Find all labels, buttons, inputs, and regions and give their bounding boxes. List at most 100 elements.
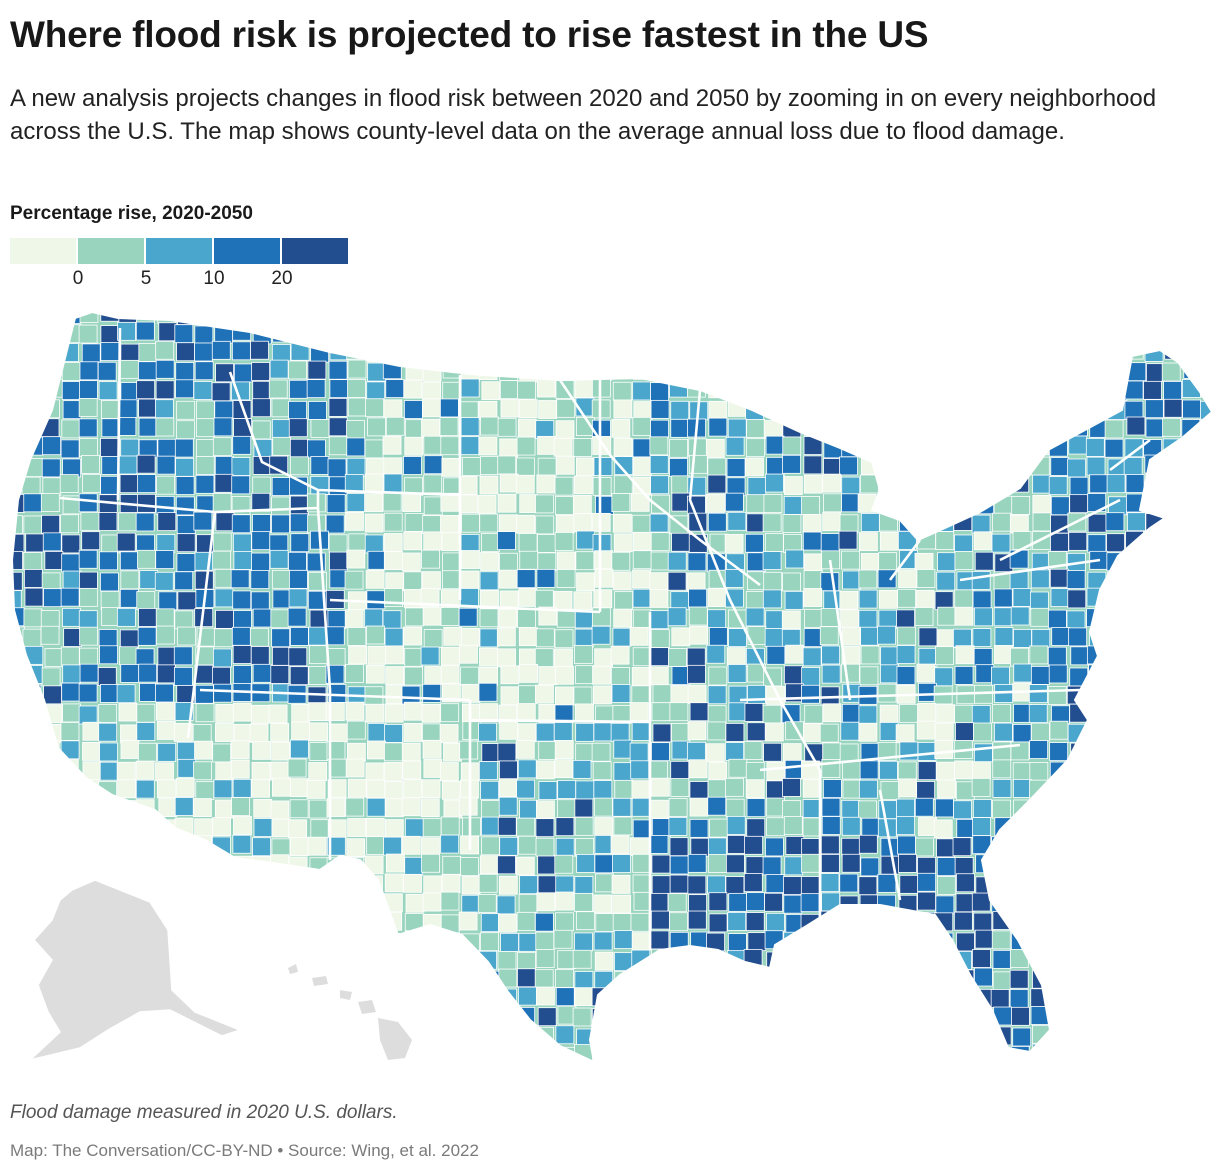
county-cell bbox=[1182, 312, 1201, 325]
county-cell bbox=[1069, 817, 1088, 837]
county-cell bbox=[972, 312, 992, 324]
county-cell bbox=[897, 418, 916, 438]
county-cell bbox=[898, 989, 917, 1009]
county-cell bbox=[974, 967, 993, 987]
county-cell bbox=[498, 968, 518, 988]
county-cell bbox=[535, 494, 554, 514]
county-cell bbox=[366, 457, 385, 477]
county-cell bbox=[1013, 378, 1033, 398]
county-cell bbox=[346, 1065, 364, 1080]
county-cell bbox=[441, 646, 460, 666]
county-cell bbox=[1106, 312, 1126, 325]
county-cell bbox=[1125, 685, 1144, 705]
county-cell bbox=[155, 683, 174, 703]
county-cell bbox=[633, 401, 653, 421]
county-cell bbox=[23, 895, 43, 915]
county-cell bbox=[859, 666, 879, 686]
county-cell bbox=[972, 949, 991, 968]
county-cell bbox=[650, 910, 670, 930]
county-cell bbox=[1011, 399, 1030, 419]
county-cell bbox=[899, 401, 919, 421]
county-cell bbox=[821, 797, 841, 817]
county-cell bbox=[878, 418, 898, 438]
county-cell bbox=[461, 343, 481, 363]
county-cell bbox=[233, 874, 253, 894]
county-cell bbox=[175, 476, 195, 495]
county-cell bbox=[41, 514, 61, 534]
county-cell bbox=[537, 552, 557, 572]
county-cell bbox=[439, 724, 459, 743]
county-cell bbox=[725, 854, 745, 874]
county-cell bbox=[365, 664, 385, 684]
county-cell bbox=[61, 682, 81, 702]
county-cell bbox=[1086, 912, 1106, 932]
county-cell bbox=[992, 512, 1011, 532]
county-cell bbox=[346, 742, 366, 762]
county-cell bbox=[156, 534, 176, 554]
county-cell bbox=[1181, 704, 1201, 724]
county-cell bbox=[307, 836, 327, 856]
county-cell bbox=[497, 417, 517, 437]
county-cell bbox=[440, 664, 460, 684]
county-cell bbox=[308, 1064, 326, 1080]
county-cell bbox=[839, 590, 859, 610]
county-cell bbox=[420, 646, 440, 666]
county-cell bbox=[915, 1026, 935, 1045]
county-cell bbox=[820, 572, 840, 592]
county-cell bbox=[1202, 952, 1212, 972]
county-cell bbox=[1126, 834, 1146, 854]
county-cell bbox=[898, 569, 917, 589]
county-cell bbox=[705, 362, 725, 381]
county-cell bbox=[402, 493, 422, 512]
county-cell bbox=[708, 666, 728, 686]
county-cell bbox=[136, 1044, 156, 1062]
county-cell bbox=[420, 798, 440, 818]
county-cell bbox=[991, 436, 1011, 456]
county-cell bbox=[594, 951, 614, 971]
county-cell bbox=[271, 838, 291, 858]
county-cell bbox=[478, 361, 498, 381]
county-cell bbox=[554, 740, 574, 759]
county-cell bbox=[460, 417, 480, 437]
county-cell bbox=[954, 534, 973, 554]
county-cell bbox=[60, 514, 80, 534]
county-cell bbox=[479, 855, 499, 875]
county-cell bbox=[158, 798, 178, 817]
county-cell bbox=[974, 1047, 994, 1062]
county-cell bbox=[1143, 591, 1163, 610]
county-cell bbox=[1203, 664, 1212, 684]
county-cell bbox=[12, 837, 25, 857]
county-cell bbox=[1012, 873, 1031, 893]
county-cell bbox=[1145, 872, 1165, 892]
county-cell bbox=[955, 342, 975, 362]
county-cell bbox=[441, 683, 461, 703]
county-cell bbox=[269, 549, 289, 569]
county-cell bbox=[479, 571, 499, 591]
county-cell bbox=[800, 360, 820, 379]
county-cell bbox=[652, 968, 671, 988]
county-cell bbox=[708, 913, 728, 933]
county-cell bbox=[401, 742, 421, 762]
county-cell bbox=[271, 628, 291, 648]
county-cell bbox=[1127, 818, 1147, 838]
county-cell bbox=[1181, 818, 1201, 838]
county-cell bbox=[1106, 533, 1125, 553]
county-cell bbox=[196, 930, 216, 950]
county-cell bbox=[1049, 568, 1069, 588]
county-cell bbox=[554, 759, 574, 779]
county-cell bbox=[535, 837, 555, 857]
county-cell bbox=[822, 493, 842, 513]
county-cell bbox=[233, 610, 252, 629]
county-cell bbox=[727, 912, 747, 931]
county-cell bbox=[41, 458, 61, 478]
county-cell bbox=[1125, 549, 1145, 569]
county-cell bbox=[82, 473, 101, 493]
county-cell bbox=[611, 1067, 629, 1080]
county-cell bbox=[937, 779, 956, 799]
county-cell bbox=[915, 837, 934, 857]
county-cell bbox=[974, 363, 994, 383]
county-cell bbox=[1009, 989, 1029, 1008]
county-cell bbox=[593, 457, 613, 476]
county-cell bbox=[1107, 342, 1127, 362]
county-cell bbox=[612, 571, 632, 591]
